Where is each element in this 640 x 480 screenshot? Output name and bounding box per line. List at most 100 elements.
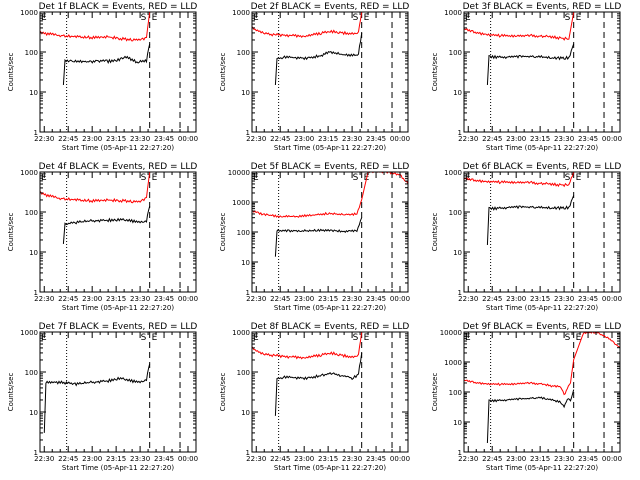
x-tick-label: 23:30 (130, 295, 150, 303)
y-tick-label: 10 (241, 259, 250, 267)
y-tick-label: 1 (34, 289, 38, 297)
x-axis-label: Start Time (05-Apr-11 22:27:20) (274, 144, 386, 152)
marker-label-end: E (364, 13, 370, 23)
plot-frame (39, 331, 197, 453)
x-tick-label: 22:30 (246, 295, 266, 303)
events-series-line (274, 32, 363, 86)
chart-title: Det 4f BLACK = Events, RED = LLD (39, 162, 198, 172)
y-tick-label: 10 (241, 89, 250, 97)
x-tick-label: 23:45 (578, 455, 598, 463)
y-tick-label: 100 (237, 49, 250, 57)
x-tick-label: 23:30 (342, 135, 362, 143)
chart-panel-3: Det 3f BLACK = Events, RED = LLDESE11010… (431, 2, 622, 152)
x-tick-label: 00:00 (602, 455, 622, 463)
y-tick-label: 1 (246, 289, 250, 297)
x-tick-label: 23:00 (506, 455, 526, 463)
x-tick-label: 23:30 (554, 135, 574, 143)
marker-label-mid: S (353, 173, 359, 183)
x-tick-label: 23:45 (154, 455, 174, 463)
plot-frame (39, 171, 197, 293)
y-axis-label: Counts/sec (219, 373, 227, 412)
x-tick-label: 23:45 (154, 135, 174, 143)
chart-panel-1: Det 1f BLACK = Events, RED = LLDESE11010… (7, 2, 198, 152)
x-tick-label: 23:15 (530, 455, 550, 463)
x-axis-label: Start Time (05-Apr-11 22:27:20) (486, 304, 598, 312)
lld-series-line (252, 12, 363, 38)
x-tick-label: 22:45 (482, 135, 502, 143)
x-tick-label: 00:00 (602, 295, 622, 303)
x-tick-label: 23:30 (342, 455, 362, 463)
y-tick-label: 1000 (444, 359, 462, 367)
marker-label-end: E (152, 333, 158, 343)
x-tick-label: 23:00 (82, 135, 102, 143)
marker-label-mid: S (565, 333, 571, 343)
y-tick-label: 1000 (444, 169, 462, 177)
y-tick-label: 1000 (20, 9, 38, 17)
lld-series-line (40, 172, 151, 204)
events-series-line (62, 43, 151, 86)
y-tick-label: 100 (449, 209, 462, 217)
y-tick-label: 100 (449, 389, 462, 397)
y-axis-label: Counts/sec (7, 53, 15, 92)
x-tick-label: 00:00 (178, 135, 198, 143)
x-tick-label: 23:15 (106, 135, 126, 143)
y-axis-label: Counts/sec (431, 373, 439, 412)
marker-label-mid: S (141, 333, 147, 343)
marker-label-end: E (576, 13, 582, 23)
y-tick-label: 1000 (232, 329, 250, 337)
chart-title: Det 5f BLACK = Events, RED = LLD (251, 162, 410, 172)
y-tick-label: 1 (458, 129, 462, 137)
x-tick-label: 23:15 (106, 295, 126, 303)
y-tick-label: 10 (29, 249, 38, 257)
y-tick-label: 100 (25, 49, 38, 57)
x-tick-label: 23:00 (506, 295, 526, 303)
marker-label-end: E (152, 13, 158, 23)
x-axis-label: Start Time (05-Apr-11 22:27:20) (486, 464, 598, 472)
chart-title: Det 9f BLACK = Events, RED = LLD (463, 322, 622, 332)
y-tick-label: 10 (241, 409, 250, 417)
plot-frame (251, 331, 409, 453)
x-tick-label: 23:00 (506, 135, 526, 143)
marker-label-mid: S (565, 13, 571, 23)
events-series-line (274, 352, 363, 416)
x-tick-label: 00:00 (390, 135, 410, 143)
marker-label-end: E (364, 333, 370, 343)
x-tick-label: 00:00 (390, 455, 410, 463)
x-tick-label: 23:30 (554, 295, 574, 303)
lld-series-line (252, 172, 408, 219)
x-tick-label: 23:45 (366, 135, 386, 143)
x-tick-label: 22:45 (482, 455, 502, 463)
chart-title: Det 7f BLACK = Events, RED = LLD (39, 322, 198, 332)
lld-series-line (252, 332, 363, 360)
y-tick-label: 10 (453, 419, 462, 427)
chart-title: Det 6f BLACK = Events, RED = LLD (463, 162, 622, 172)
plot-frame (251, 171, 409, 293)
x-axis-label: Start Time (05-Apr-11 22:27:20) (62, 144, 174, 152)
chart-title: Det 1f BLACK = Events, RED = LLD (39, 2, 198, 12)
events-series-line (486, 43, 575, 86)
chart-panel-8: Det 8f BLACK = Events, RED = LLDESE11010… (219, 322, 410, 472)
x-tick-label: 22:45 (58, 135, 78, 143)
marker-label-mid: S (353, 13, 359, 23)
x-tick-label: 23:00 (294, 455, 314, 463)
y-tick-label: 10 (453, 249, 462, 257)
y-tick-label: 1 (34, 129, 38, 137)
y-axis-label: Counts/sec (7, 213, 15, 252)
x-tick-label: 23:30 (342, 295, 362, 303)
y-tick-label: 10 (453, 89, 462, 97)
y-axis-label: Counts/sec (219, 213, 227, 252)
y-tick-label: 100 (25, 209, 38, 217)
y-tick-label: 100 (237, 229, 250, 237)
x-tick-label: 23:45 (366, 455, 386, 463)
x-tick-label: 23:15 (530, 135, 550, 143)
y-tick-label: 1 (458, 449, 462, 457)
lld-series-line (464, 12, 575, 41)
y-tick-label: 10000 (228, 169, 250, 177)
x-tick-label: 23:00 (82, 455, 102, 463)
y-tick-label: 1000 (444, 9, 462, 17)
marker-label-mid: S (141, 13, 147, 23)
lld-series-line (464, 332, 620, 396)
chart-panel-2: Det 2f BLACK = Events, RED = LLDESE11010… (219, 2, 410, 152)
x-tick-label: 23:30 (130, 135, 150, 143)
